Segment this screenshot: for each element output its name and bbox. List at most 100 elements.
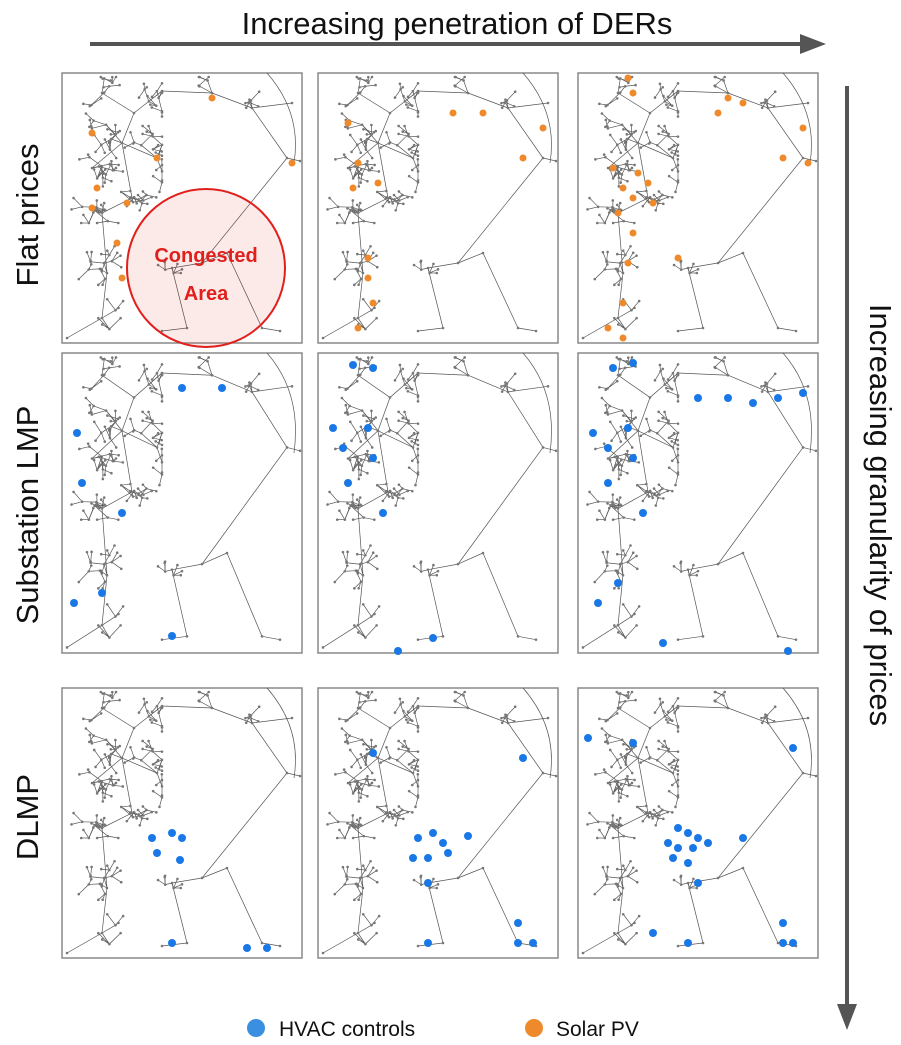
solar-marker [208,94,216,102]
panel-frame [577,687,819,959]
solar-marker [614,209,622,217]
hvac-marker [669,854,677,862]
network-panel-r1-c1 [61,72,303,344]
hvac-marker [584,734,592,742]
hvac-marker [784,647,792,655]
solar-marker [624,74,632,82]
top-axis-title: Increasing penetration of DERs [242,6,673,41]
hvac-marker [148,834,156,842]
hvac-marker [684,859,692,867]
hvac-marker [329,424,337,432]
row-label-substation-lmp: Substation LMP [10,406,45,625]
hvac-marker [694,879,702,887]
hvac-marker [604,444,612,452]
hvac-marker [98,589,106,597]
hvac-marker [514,939,522,947]
der-markers [584,734,797,947]
solar-marker [539,124,547,132]
panel-frame [61,687,303,959]
network-panel-r3-c1 [61,687,303,959]
solar-marker [724,94,732,102]
hvac-marker [379,509,387,517]
hvac-marker [263,944,271,952]
right-axis-title: Increasing granularity of prices [863,304,898,726]
solar-marker [344,119,352,127]
hvac-marker [789,744,797,752]
solar-marker [364,254,372,262]
hvac-marker [684,829,692,837]
hvac-marker [429,634,437,642]
hvac-marker [624,424,632,432]
panel-frame [317,72,559,344]
legend-hvac-label: HVAC controls [279,1018,415,1041]
congested-label-line1: Congested [154,245,257,267]
solar-marker [629,194,637,202]
hvac-marker [514,919,522,927]
solar-marker [804,159,812,167]
hvac-marker [444,849,452,857]
hvac-marker [689,844,697,852]
legend: HVAC controls Solar PV [247,1018,639,1041]
hvac-marker [649,929,657,937]
solar-marker [619,299,627,307]
hvac-marker [439,839,447,847]
hvac-marker [614,579,622,587]
hvac-marker [168,632,176,640]
hvac-marker [674,824,682,832]
solar-marker [369,299,377,307]
network-lines [321,72,558,340]
solar-marker [479,109,487,117]
hvac-marker [349,361,357,369]
solar-marker [629,89,637,97]
der-markers [88,94,296,282]
solar-marker [93,184,101,192]
network-panel-r3-c2 [317,687,559,959]
panel-frame [577,352,819,654]
solar-marker [374,179,382,187]
hvac-marker [369,454,377,462]
legend-solar-marker [525,1019,543,1037]
hvac-marker [629,739,637,747]
solar-marker [779,154,787,162]
solar-marker [88,204,96,212]
hvac-marker [168,829,176,837]
der-markers [70,384,226,640]
hvac-marker [153,849,161,857]
panel-grid [61,72,819,959]
hvac-marker [178,834,186,842]
solar-marker [118,274,126,282]
hvac-marker [429,829,437,837]
network-lines [581,687,818,955]
hvac-marker [339,444,347,452]
hvac-marker [394,647,402,655]
hvac-marker [73,429,81,437]
network-lines [581,72,818,340]
congested-area-callout: Congested Area [126,188,286,348]
solar-marker [619,184,627,192]
solar-marker [714,109,722,117]
panel-frame [317,352,559,654]
solar-marker [88,129,96,137]
legend-hvac-marker [247,1019,265,1037]
panel-frame [317,687,559,959]
network-panel-r3-c3 [577,687,819,959]
solar-marker [349,184,357,192]
hvac-marker [704,839,712,847]
der-markers [148,829,271,952]
solar-marker [604,324,612,332]
panel-frame [61,352,303,654]
solar-marker [153,154,161,162]
hvac-marker [749,399,757,407]
solar-marker [799,124,807,132]
solar-marker [629,229,637,237]
solar-marker [634,169,642,177]
hvac-marker [176,856,184,864]
hvac-marker [629,454,637,462]
network-panel-r1-c3 [577,72,819,344]
right-arrow [837,86,857,1030]
solar-marker [354,159,362,167]
der-markers [604,74,812,342]
solar-marker [123,199,131,207]
hvac-marker [369,364,377,372]
